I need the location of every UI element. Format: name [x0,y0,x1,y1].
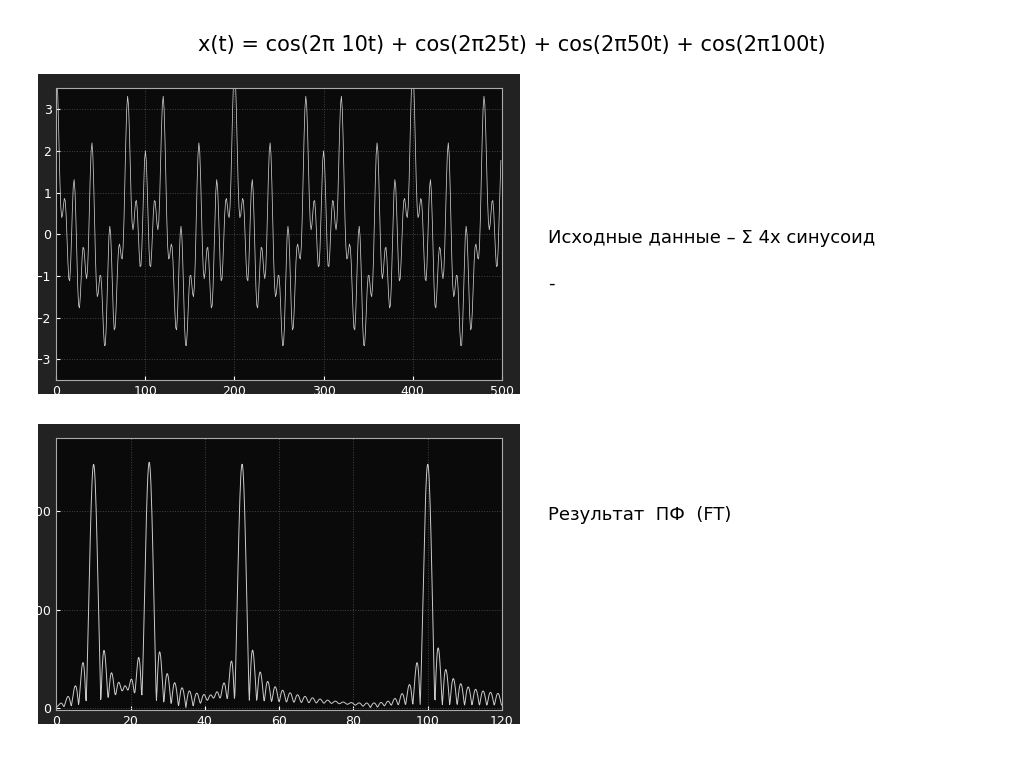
X-axis label: Time, ms: Time, ms [248,402,310,416]
Text: -: - [548,275,554,293]
X-axis label: Frequency, Hz: Frequency, Hz [230,733,328,746]
Text: Исходные данные – Σ 4x синусоид: Исходные данные – Σ 4x синусоид [548,229,876,247]
Text: Результат  ПФ  (FT): Результат ПФ (FT) [548,505,731,524]
Text: x(t) = cos(2π 10t) + cos(2π25t) + cos(2π50t) + cos(2π100t): x(t) = cos(2π 10t) + cos(2π25t) + cos(2π… [199,35,825,55]
